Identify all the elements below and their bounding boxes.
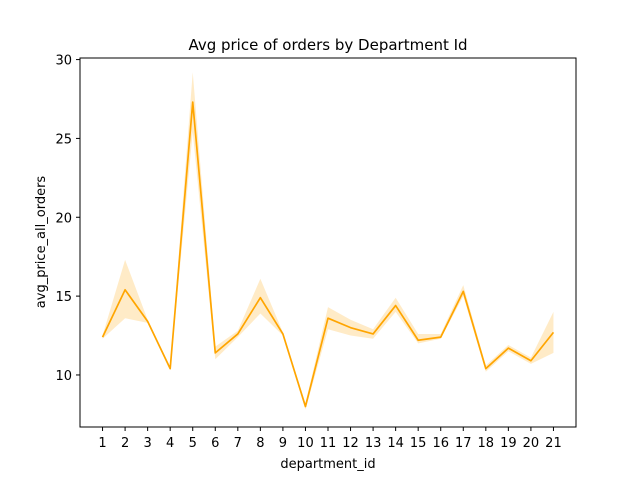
data-point-17	[462, 290, 464, 292]
x-tick-label-13: 13	[365, 436, 382, 451]
y-axis-ticks: 10 15 20 25 30	[55, 54, 80, 384]
series-line-0	[101, 101, 555, 408]
y-axis-label: avg_price_all_orders	[34, 176, 49, 309]
data-point-21	[552, 331, 554, 333]
data-point-7	[237, 333, 239, 335]
data-point-13	[372, 333, 374, 335]
data-point-1	[102, 336, 104, 338]
data-point-8	[259, 297, 261, 299]
data-point-6	[214, 352, 216, 354]
x-tick-label-3: 3	[143, 436, 151, 451]
data-point-11	[327, 317, 329, 319]
y-tick-label-20: 20	[55, 211, 72, 226]
data-point-9	[282, 333, 284, 335]
data-point-15	[417, 339, 419, 341]
data-point-2	[124, 289, 126, 291]
x-tick-label-16: 16	[432, 436, 449, 451]
x-tick-label-19: 19	[500, 436, 517, 451]
x-tick-label-17: 17	[455, 436, 472, 451]
x-axis-label: department_id	[280, 457, 375, 472]
x-tick-label-2: 2	[121, 436, 129, 451]
x-tick-label-14: 14	[387, 436, 404, 451]
x-tick-label-1: 1	[98, 436, 106, 451]
x-tick-label-15: 15	[410, 436, 427, 451]
x-tick-label-9: 9	[279, 436, 287, 451]
x-tick-label-10: 10	[297, 436, 314, 451]
x-tick-label-21: 21	[545, 436, 562, 451]
x-tick-label-4: 4	[166, 436, 174, 451]
y-tick-label-15: 15	[55, 290, 72, 305]
x-tick-label-12: 12	[342, 436, 359, 451]
x-tick-label-11: 11	[320, 436, 337, 451]
data-point-16	[440, 336, 442, 338]
x-tick-label-5: 5	[189, 436, 197, 451]
series-line-layer	[101, 101, 555, 408]
x-tick-label-7: 7	[234, 436, 242, 451]
y-tick-label-30: 30	[55, 54, 72, 69]
data-point-10	[304, 406, 306, 408]
x-tick-label-8: 8	[256, 436, 264, 451]
plot-area	[80, 58, 576, 427]
data-point-19	[507, 347, 509, 349]
data-point-5	[192, 101, 194, 103]
data-point-18	[485, 368, 487, 370]
x-tick-label-6: 6	[211, 436, 219, 451]
x-axis-ticks: 1 2 3 4 5 6 7 8 9 10 11 12 13 14 15 16 17 18 19 20 21	[98, 427, 562, 451]
y-tick-label-10: 10	[55, 369, 72, 384]
chart-title: Avg price of orders by Department Id	[188, 36, 467, 54]
data-point-3	[147, 320, 149, 322]
x-tick-label-20: 20	[523, 436, 540, 451]
x-tick-label-18: 18	[478, 436, 495, 451]
data-point-20	[530, 360, 532, 362]
data-point-12	[350, 327, 352, 329]
y-tick-label-25: 25	[55, 132, 72, 147]
data-point-4	[169, 368, 171, 370]
data-point-14	[395, 305, 397, 307]
